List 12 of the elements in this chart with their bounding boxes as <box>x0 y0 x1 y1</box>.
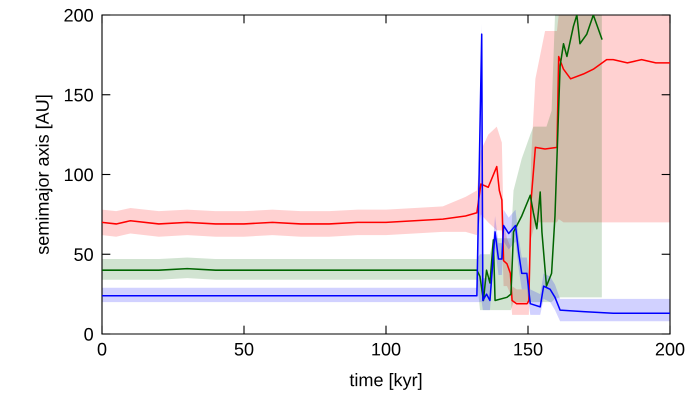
y-tick-label: 0 <box>84 328 93 341</box>
x-tick-label: 50 <box>234 342 254 356</box>
x-tick-label: 100 <box>372 342 400 356</box>
y-tick-label: 200 <box>64 8 93 22</box>
y-tick-label: 150 <box>64 88 93 102</box>
x-tick-label: 0 <box>98 342 106 356</box>
y-tick-label: 100 <box>64 168 93 182</box>
y-axis-title: semimajor axis [AU] <box>36 96 52 254</box>
x-tick-label: 150 <box>514 342 542 356</box>
x-tick-label: 200 <box>656 342 684 356</box>
x-axis-title: time [kyr] <box>350 373 422 390</box>
y-tick-label: 50 <box>74 248 93 261</box>
